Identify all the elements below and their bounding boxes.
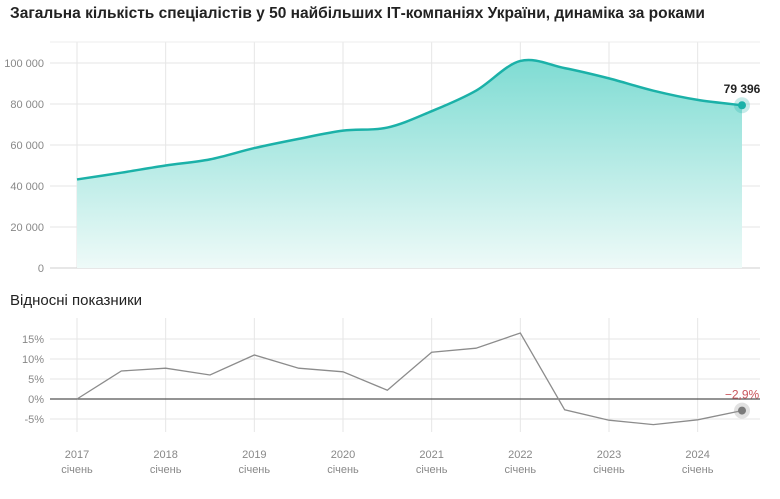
area-end-marker	[738, 101, 746, 110]
x-tick-month-2023: січень	[593, 464, 625, 476]
area-line	[76, 58, 743, 181]
y-tick-pct-2: 5%	[28, 374, 44, 386]
y-tick-area-4: 80 000	[10, 99, 44, 111]
x-tick-year-2018: 2018	[153, 449, 177, 461]
axis-labels: 0 20 000 40 000 60 000 80 000 100 000 79 396 -5…	[4, 58, 760, 476]
y-tick-area-2: 40 000	[10, 181, 44, 193]
x-tick-year-2017: 2017	[65, 449, 89, 461]
y-tick-area-0: 0	[38, 263, 44, 275]
relative-series	[76, 332, 750, 426]
x-tick-month-2022: січень	[505, 464, 537, 476]
y-tick-pct-3: 10%	[22, 354, 44, 366]
x-tick-month-2017: січень	[61, 464, 93, 476]
x-tick-month-2020: січень	[327, 464, 359, 476]
chart-title: Загальна кількість спеціалістів у 50 най…	[10, 5, 705, 22]
x-tick-year-2020: 2020	[331, 449, 355, 461]
y-tick-pct-4: 15%	[22, 334, 44, 346]
y-tick-area-1: 20 000	[10, 222, 44, 234]
relative-chart-subtitle: Відносні показники	[10, 292, 143, 309]
x-tick-year-2022: 2022	[508, 449, 532, 461]
y-tick-pct-1: 0%	[28, 394, 44, 406]
x-tick-year-2024: 2024	[685, 449, 709, 461]
x-tick-year-2021: 2021	[419, 449, 443, 461]
y-tick-area-5: 100 000	[4, 58, 44, 70]
area-end-label: 79 396	[724, 82, 761, 96]
y-tick-pct-0: -5%	[24, 414, 44, 426]
y-tick-area-3: 60 000	[10, 140, 44, 152]
x-tick-month-2019: січень	[239, 464, 271, 476]
area-series	[76, 58, 750, 269]
x-tick-year-2023: 2023	[597, 449, 621, 461]
relative-line	[76, 332, 743, 426]
area-fill	[77, 59, 742, 269]
relative-end-marker	[738, 406, 746, 415]
relative-end-label: −2,9%	[725, 388, 760, 402]
x-tick-year-2019: 2019	[242, 449, 266, 461]
x-tick-month-2018: січень	[150, 464, 182, 476]
x-tick-month-2021: січень	[416, 464, 448, 476]
x-tick-month-2024: січень	[682, 464, 714, 476]
